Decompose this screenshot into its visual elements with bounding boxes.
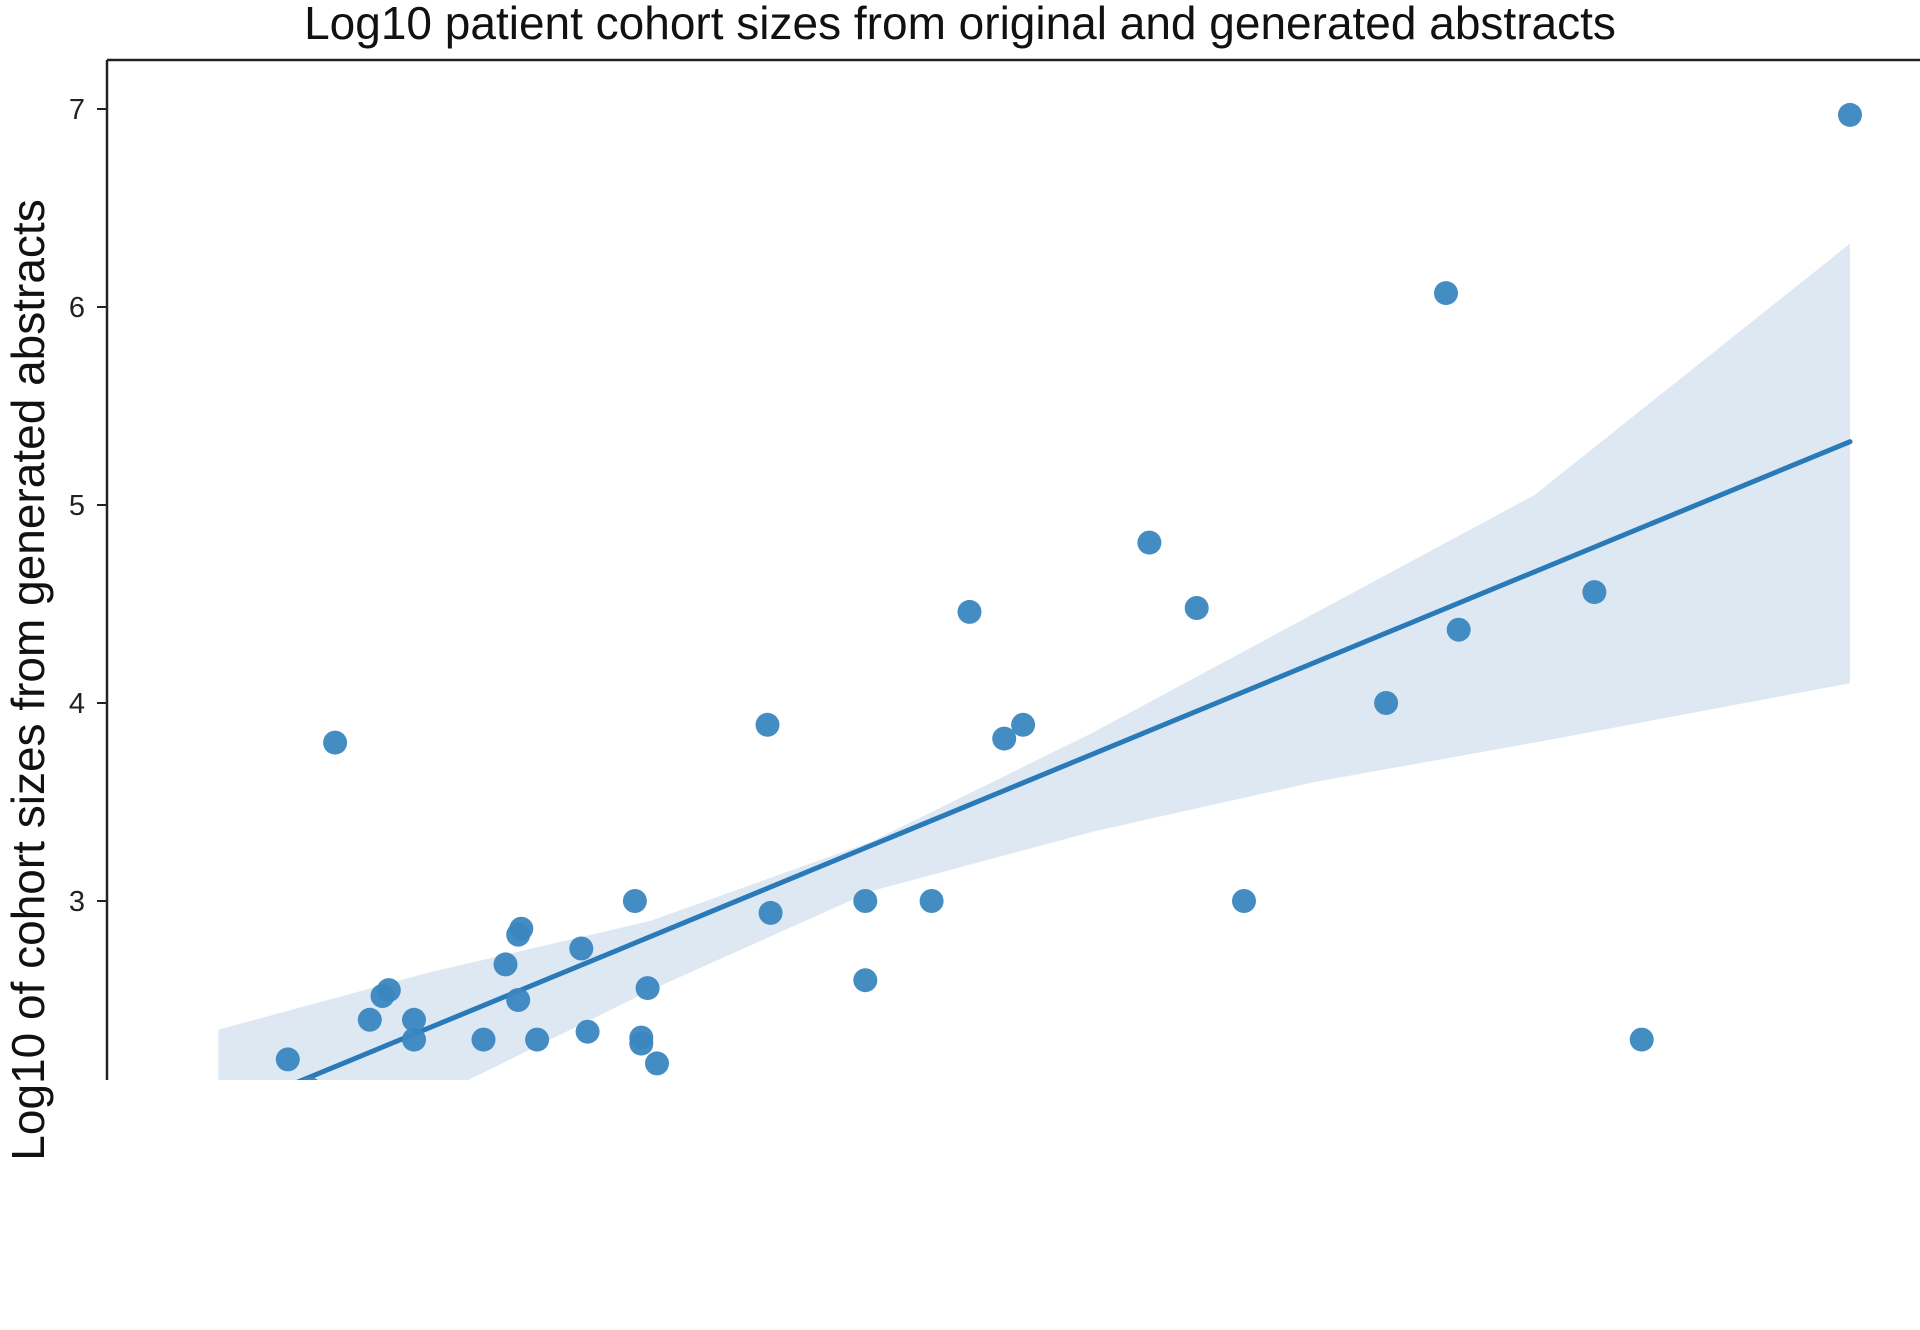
y-tick-label: 3 xyxy=(69,886,85,918)
chart-title: Log10 patient cohort sizes from original… xyxy=(304,0,1616,49)
data-point xyxy=(1629,1027,1654,1052)
data-point xyxy=(493,952,518,977)
data-point xyxy=(357,1007,382,1032)
data-point xyxy=(1184,596,1209,620)
data-point xyxy=(509,916,534,941)
data-point xyxy=(1374,691,1399,715)
data-point xyxy=(758,900,783,925)
data-point xyxy=(1838,102,1862,127)
data-point xyxy=(853,889,878,913)
data-point xyxy=(471,1027,496,1052)
data-point xyxy=(302,1077,318,1080)
data-point xyxy=(755,712,780,737)
regression-line xyxy=(296,439,1853,1080)
data-point xyxy=(275,1047,300,1072)
data-point xyxy=(376,978,401,1003)
data-point xyxy=(569,936,594,961)
scatter-plot: 3 4 5 6 7 xyxy=(69,58,1920,1080)
data-point xyxy=(1446,617,1471,642)
y-tick-label: 4 xyxy=(69,688,85,720)
data-point xyxy=(919,889,944,913)
data-point xyxy=(1582,580,1607,605)
data-point xyxy=(1011,712,1036,737)
data-point xyxy=(645,1051,669,1076)
data-point xyxy=(525,1027,550,1052)
data-point xyxy=(575,1019,600,1044)
y-tick-label: 5 xyxy=(69,490,85,522)
data-point xyxy=(506,988,531,1012)
data-point xyxy=(629,1031,654,1056)
y-tick-label: 7 xyxy=(69,94,85,126)
data-point xyxy=(1434,281,1458,306)
data-point xyxy=(992,726,1017,751)
data-point xyxy=(635,976,660,1001)
y-tick-label: 6 xyxy=(69,292,85,324)
data-point xyxy=(622,889,647,913)
confidence-band xyxy=(218,243,1850,1080)
data-point xyxy=(1232,889,1256,913)
data-point xyxy=(402,1007,426,1032)
data-point xyxy=(1137,530,1162,555)
data-point xyxy=(853,968,878,993)
data-point xyxy=(402,1027,426,1052)
data-point xyxy=(323,730,348,755)
data-point xyxy=(957,599,982,624)
